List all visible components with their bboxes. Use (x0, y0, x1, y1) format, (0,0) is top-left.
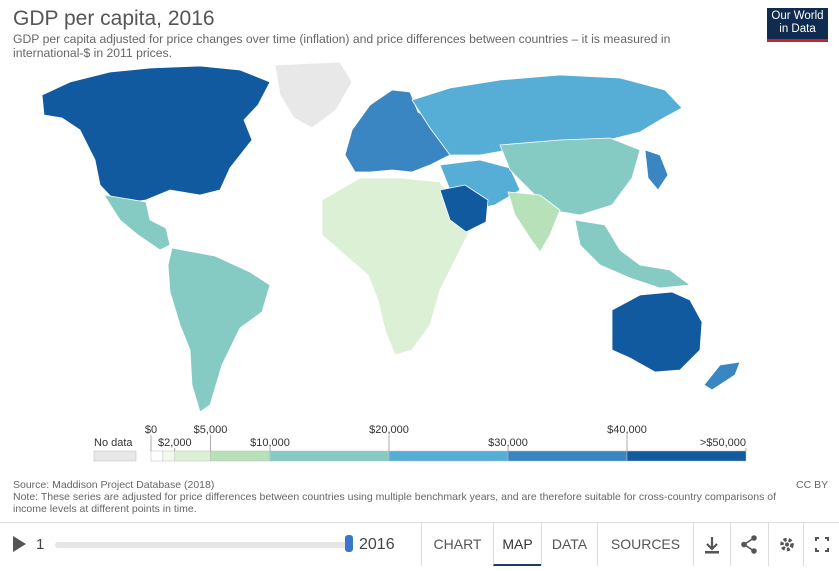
legend-bin-7[interactable] (626, 450, 747, 462)
timeline-track[interactable] (55, 542, 351, 548)
region-japan[interactable] (644, 149, 669, 191)
legend-label-top-2: $20,000 (369, 424, 409, 436)
legend-label-bottom-3: >$50,000 (700, 437, 746, 449)
legend-bin-3[interactable] (210, 450, 271, 462)
logo-line-1: Our World (771, 10, 824, 22)
legend-bin-1[interactable] (162, 450, 176, 462)
tab-data[interactable]: DATA (541, 523, 597, 566)
download-icon (705, 537, 719, 554)
region-australia[interactable] (611, 291, 703, 373)
legend-label-bottom-2: $30,000 (488, 437, 528, 449)
legend-label-bottom-1: $10,000 (250, 437, 290, 449)
share-icon (741, 535, 757, 554)
timeline-start-year: 1 (36, 536, 45, 553)
region-china[interactable] (499, 137, 641, 216)
world-map (41, 61, 741, 413)
region-mexico-central-america[interactable] (103, 194, 171, 251)
legend-label-top-3: $40,000 (607, 424, 647, 436)
legend-label-top-1: $5,000 (194, 424, 228, 436)
legend-label-top-0: $0 (145, 424, 157, 436)
footer: Source: Maddison Project Database (2018)… (13, 479, 803, 515)
fullscreen-icon (815, 537, 829, 552)
map-legend: No data $0 $5,000 $20,000 $40,000 $2,000 $10,… (93, 424, 747, 462)
note-text: Note: These series are adjusted for pric… (13, 491, 776, 515)
chart-controls: 1 2016 CHART MAP DATA SOURCES (0, 522, 839, 567)
license-label[interactable]: CC BY (796, 479, 829, 491)
settings-icon (780, 537, 794, 552)
legend-no-data-swatch (93, 450, 137, 462)
legend-bin-0[interactable] (150, 450, 164, 462)
region-india[interactable] (507, 191, 561, 253)
fullscreen-button[interactable] (803, 523, 839, 566)
settings-button[interactable] (768, 523, 804, 566)
region-saudi-arabia[interactable] (439, 184, 489, 233)
legend-bin-2[interactable] (174, 450, 211, 462)
chart-subtitle: GDP per capita adjusted for price change… (13, 32, 671, 60)
share-button[interactable] (730, 523, 766, 566)
region-africa[interactable] (321, 177, 471, 356)
region-new-zealand[interactable] (703, 361, 741, 391)
legend-label-bottom-0: $2,000 (158, 437, 192, 449)
timeline-end-year: 2016 (359, 536, 395, 553)
region-north-america[interactable] (41, 65, 271, 205)
legend-labels: $0 $5,000 $20,000 $40,000 $2,000 $10,000 $30,0… (145, 424, 747, 451)
region-south-america[interactable] (167, 247, 271, 413)
legend-no-data-label: No data (94, 437, 133, 449)
source-text: Source: Maddison Project Database (2018) (13, 479, 215, 491)
owid-logo[interactable]: Our World in Data (767, 8, 828, 42)
region-russia[interactable] (411, 74, 683, 156)
tab-sources[interactable]: SOURCES (597, 523, 693, 566)
download-button[interactable] (693, 523, 729, 566)
logo-accent-bar (767, 39, 828, 42)
legend-bins (150, 450, 747, 462)
logo-line-2: in Data (779, 23, 816, 35)
legend-bin-5[interactable] (388, 450, 509, 462)
region-southeast-asia[interactable] (574, 219, 692, 289)
legend-bin-4[interactable] (269, 450, 390, 462)
legend-bin-6[interactable] (507, 450, 628, 462)
chart-title: GDP per capita, 2016 (13, 7, 215, 30)
region-greenland[interactable] (274, 61, 353, 129)
timeline-handle[interactable] (345, 535, 353, 552)
tab-map[interactable]: MAP (493, 523, 541, 566)
play-icon[interactable] (13, 536, 26, 552)
tab-chart[interactable]: CHART (421, 523, 493, 566)
